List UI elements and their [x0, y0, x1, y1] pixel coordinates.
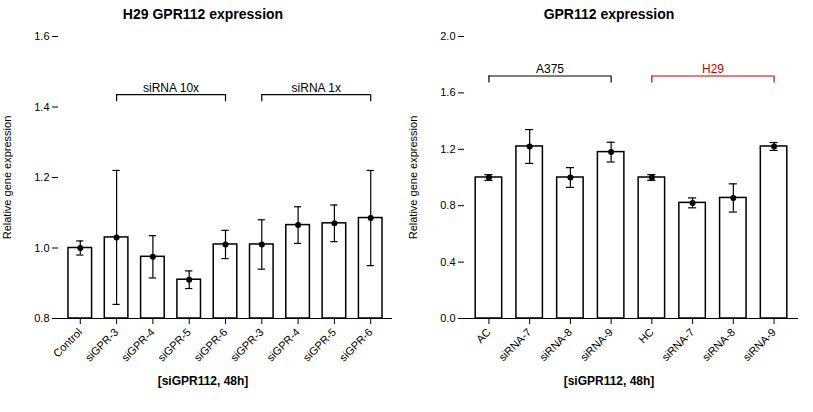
svg-text:siRNA-9: siRNA-9	[741, 326, 778, 363]
svg-text:siGPR-3: siGPR-3	[83, 326, 121, 364]
html-text:[siGPR112, 48h]: [siGPR112, 48h]	[157, 374, 249, 388]
svg-text:Relative gene expression: Relative gene expression	[1, 116, 13, 240]
svg-text:Control: Control	[51, 326, 85, 360]
html-text:GPR112 expression: GPR112 expression	[543, 6, 675, 22]
svg-text:siRNA 1x: siRNA 1x	[292, 81, 341, 95]
svg-text:0.4: 0.4	[440, 256, 455, 268]
svg-text:2.0: 2.0	[440, 30, 455, 42]
svg-text:A375: A375	[536, 62, 564, 76]
svg-text:AC: AC	[474, 326, 493, 345]
svg-text:siGPR-6: siGPR-6	[192, 326, 230, 364]
svg-text:1.0: 1.0	[34, 242, 49, 254]
svg-text:0.8: 0.8	[34, 312, 49, 324]
svg-text:1.6: 1.6	[440, 86, 455, 98]
svg-text:Relative gene expression: Relative gene expression	[407, 116, 419, 240]
svg-text:siRNA-8: siRNA-8	[537, 326, 574, 363]
svg-text:siGPR-3: siGPR-3	[228, 326, 266, 364]
svg-text:siGPR-6: siGPR-6	[337, 326, 375, 364]
svg-text:siRNA-7: siRNA-7	[659, 326, 696, 363]
svg-text:0.0: 0.0	[440, 312, 455, 324]
svg-text:siGPR-4: siGPR-4	[264, 326, 302, 364]
svg-text:1.2: 1.2	[34, 171, 49, 183]
svg-text:siGPR-5: siGPR-5	[300, 326, 338, 364]
svg-text:HC: HC	[636, 326, 656, 346]
svg-text:1.4: 1.4	[34, 101, 49, 113]
html-text:[siGPR112, 48h]: [siGPR112, 48h]	[563, 374, 655, 388]
svg-text:0.8: 0.8	[440, 199, 455, 211]
svg-text:H29: H29	[702, 62, 724, 76]
svg-text:siRNA 10x: siRNA 10x	[143, 81, 199, 95]
svg-text:siGPR-4: siGPR-4	[119, 326, 157, 364]
svg-text:siRNA-8: siRNA-8	[700, 326, 737, 363]
html-text:H29 GPR112 expression: H29 GPR112 expression	[122, 6, 284, 22]
svg-text:siRNA-7: siRNA-7	[496, 326, 533, 363]
svg-text:1.6: 1.6	[34, 30, 49, 42]
svg-text:siRNA-9: siRNA-9	[578, 326, 615, 363]
svg-text:1.2: 1.2	[440, 143, 455, 155]
svg-text:siGPR-5: siGPR-5	[155, 326, 193, 364]
